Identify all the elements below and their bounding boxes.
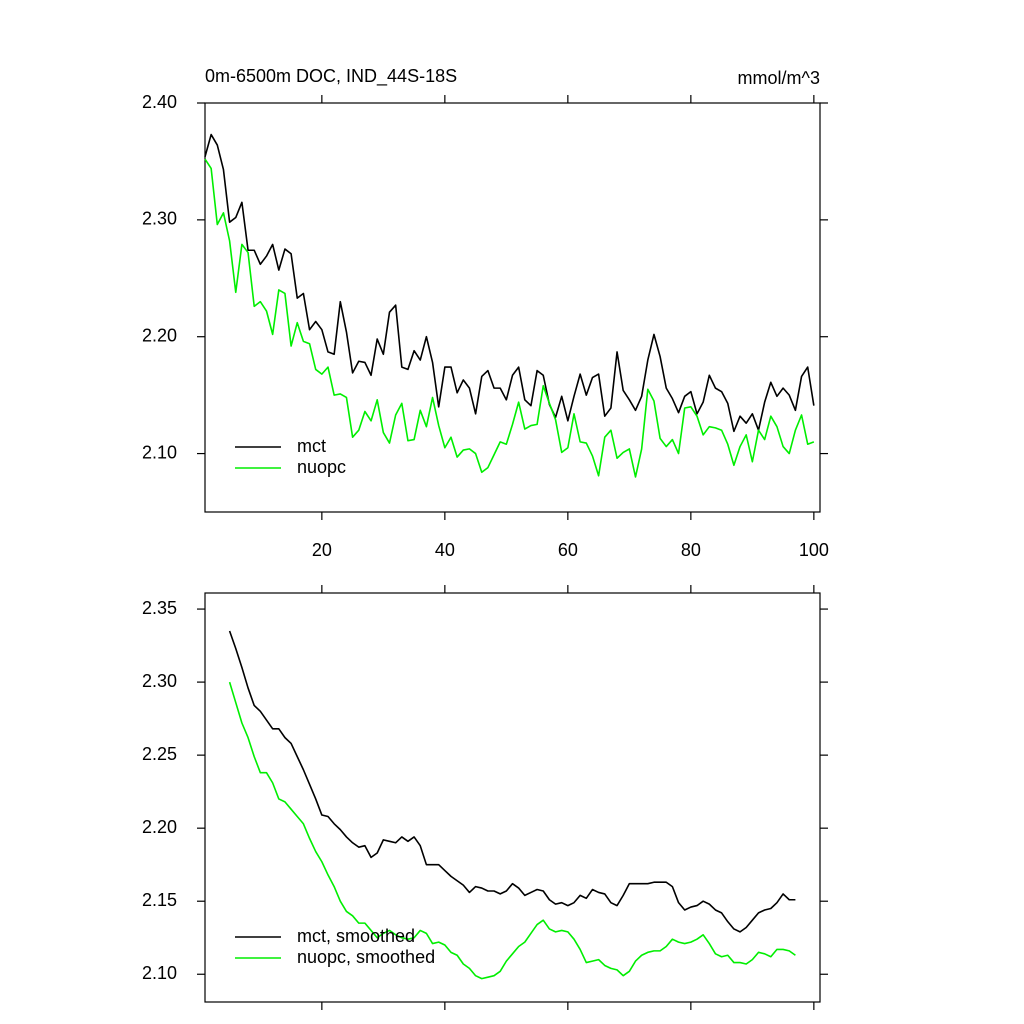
y-tick-label: 2.20 bbox=[142, 325, 177, 345]
x-tick-label: 60 bbox=[558, 540, 578, 560]
legend-label: nuopc bbox=[297, 457, 346, 477]
y-tick-label: 2.25 bbox=[142, 744, 177, 764]
y-tick-label: 2.30 bbox=[142, 209, 177, 229]
y-tick-label: 2.10 bbox=[142, 442, 177, 462]
data-line bbox=[204, 133, 815, 433]
data-line bbox=[228, 681, 796, 980]
x-tick-label: 20 bbox=[312, 540, 332, 560]
x-tick-label: 40 bbox=[435, 540, 455, 560]
chart-title: 0m-6500m DOC, IND_44S-18S bbox=[205, 66, 457, 87]
data-line bbox=[204, 158, 815, 478]
y-tick-label: 2.35 bbox=[142, 598, 177, 618]
units-label: mmol/m^3 bbox=[738, 68, 820, 88]
plot-frame bbox=[204, 592, 821, 1003]
y-tick-label: 2.20 bbox=[142, 817, 177, 837]
y-tick-label: 2.40 bbox=[142, 92, 177, 112]
y-tick-label: 2.10 bbox=[142, 963, 177, 983]
y-tick-label: 2.30 bbox=[142, 671, 177, 691]
x-tick-label: 100 bbox=[799, 540, 829, 560]
y-tick-label: 2.15 bbox=[142, 890, 177, 910]
data-line bbox=[228, 630, 796, 933]
x-tick-label: 80 bbox=[681, 540, 701, 560]
plot-frame bbox=[204, 102, 821, 513]
legend-label: mct, smoothed bbox=[297, 926, 415, 946]
legend-label: mct bbox=[297, 436, 326, 456]
legend-label: nuopc, smoothed bbox=[297, 947, 435, 967]
